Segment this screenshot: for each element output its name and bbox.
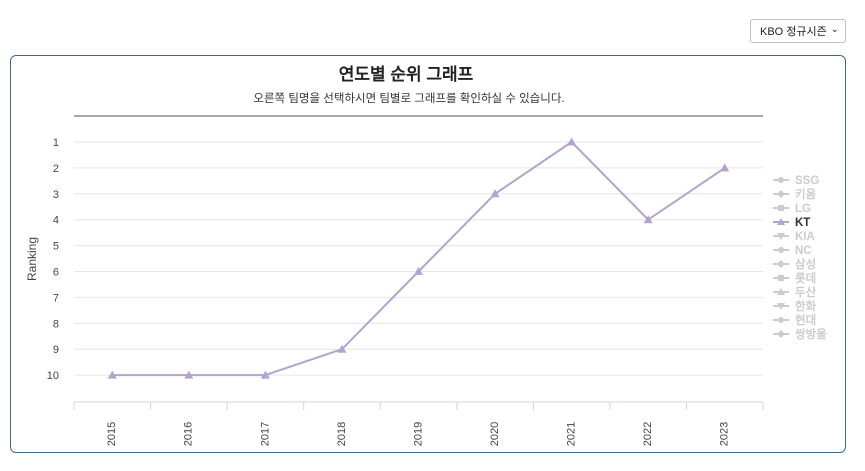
- x-tick-label: 2017: [259, 422, 271, 446]
- season-select[interactable]: KBO 정규시즌 ⌄: [750, 19, 846, 43]
- season-select-value: KBO 정규시즌: [760, 26, 827, 38]
- y-tick-label: 6: [53, 267, 59, 279]
- y-tick-label: 8: [53, 318, 59, 330]
- x-tick-label: 2016: [183, 422, 195, 446]
- legend-item[interactable]: 롯데: [773, 271, 816, 285]
- x-tick-label: 2022: [642, 422, 654, 446]
- legend-item[interactable]: 쌍방울: [773, 327, 827, 341]
- data-point: [337, 344, 347, 353]
- legend-marker-icon: [777, 330, 785, 338]
- legend-label: 현대: [795, 313, 816, 327]
- y-tick-label: 7: [53, 292, 59, 304]
- data-point: [107, 370, 117, 379]
- data-point: [720, 163, 730, 172]
- chart-panel: 연도별 순위 그래프 오른쪽 팀명을 선택하시면 팀별로 그래프를 확인하실 수…: [10, 55, 846, 453]
- x-tick-label: 2018: [336, 422, 348, 446]
- legend-marker-icon: [778, 205, 784, 211]
- legend-marker-icon: [777, 260, 785, 268]
- legend-marker-icon: [778, 247, 784, 253]
- legend-label: 삼성: [795, 257, 816, 271]
- legend-label: LG: [795, 203, 811, 215]
- y-tick-label: 9: [53, 344, 59, 356]
- series-layer: [107, 137, 730, 379]
- data-point: [260, 370, 270, 379]
- legend-label: 키움: [795, 187, 817, 201]
- legend-marker-icon: [777, 288, 785, 295]
- x-tick-label: 2019: [412, 422, 424, 446]
- legend-label: NC: [795, 245, 812, 257]
- y-tick-label: 5: [53, 241, 59, 253]
- y-tick-labels: 1 2 3 4 5 6 7 8 9 10: [47, 137, 59, 382]
- y-tick-label: 2: [53, 163, 59, 175]
- legend-label: SSG: [795, 175, 819, 187]
- data-point: [184, 370, 194, 379]
- legend-marker-icon: [777, 190, 785, 198]
- series-line-kt: [112, 141, 726, 377]
- legend-item[interactable]: 삼성: [773, 257, 816, 271]
- x-tick-label: 2021: [566, 422, 578, 446]
- legend-item[interactable]: 키움: [773, 187, 817, 201]
- legend-item[interactable]: LG: [773, 203, 811, 215]
- legend-label: 쌍방울: [795, 327, 827, 341]
- legend-item[interactable]: SSG: [773, 175, 819, 187]
- data-point: [567, 137, 577, 146]
- legend-label: KIA: [795, 231, 815, 243]
- legend-item[interactable]: 한화: [773, 299, 817, 313]
- legend-marker-icon: [778, 317, 784, 323]
- y-tick-label: 10: [47, 370, 59, 382]
- legend-label: 두산: [795, 285, 817, 299]
- y-tick-label: 4: [53, 215, 59, 227]
- legend-item[interactable]: NC: [773, 245, 812, 257]
- legend-marker-icon: [778, 177, 784, 183]
- y-axis-label: Ranking: [25, 237, 39, 281]
- legend-marker-icon: [777, 218, 785, 225]
- data-point: [414, 267, 423, 275]
- legend-label: 한화: [795, 299, 817, 313]
- chevron-down-icon: ⌄: [830, 24, 839, 35]
- chart-title: 연도별 순위 그래프: [339, 65, 474, 84]
- legend-marker-icon: [777, 233, 785, 240]
- data-point: [490, 189, 500, 198]
- x-tick-label: 2020: [489, 422, 501, 446]
- legend-item[interactable]: 현대: [773, 313, 816, 327]
- legend-marker-icon: [778, 275, 784, 281]
- chart-subtitle: 오른쪽 팀명을 선택하시면 팀별로 그래프를 확인하실 수 있습니다.: [253, 91, 564, 105]
- ranking-chart: 연도별 순위 그래프 오른쪽 팀명을 선택하시면 팀별로 그래프를 확인하실 수…: [25, 65, 827, 446]
- y-tick-label: 3: [53, 189, 59, 201]
- legend-item[interactable]: 두산: [773, 285, 817, 299]
- legend-marker-icon: [777, 303, 785, 310]
- x-tick-label: 2015: [106, 422, 118, 446]
- grid-lines: [74, 141, 763, 376]
- legend-label: KT: [795, 217, 810, 229]
- y-tick-label: 1: [53, 137, 59, 149]
- legend-label: 롯데: [795, 271, 816, 285]
- legend-item[interactable]: KT: [773, 217, 810, 229]
- x-tick-label: 2023: [719, 422, 731, 446]
- data-point: [643, 215, 653, 224]
- x-axis: 2015 2016 2017 2018 2019 2020 2021 2022 2023: [73, 401, 764, 446]
- legend-item[interactable]: KIA: [773, 231, 815, 243]
